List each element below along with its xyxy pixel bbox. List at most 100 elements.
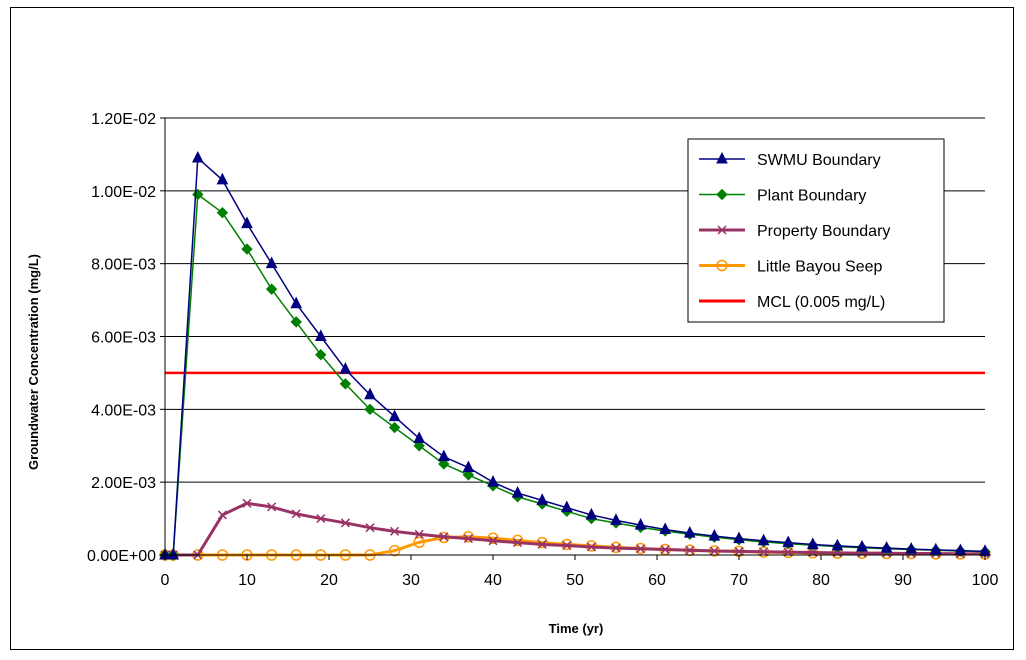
data-point bbox=[757, 533, 770, 546]
data-point bbox=[511, 534, 524, 547]
data-point bbox=[685, 545, 695, 555]
series-swmu-boundary bbox=[159, 150, 991, 560]
data-point bbox=[708, 528, 721, 541]
data-point bbox=[806, 537, 819, 549]
legend-item-property-boundary: Property Boundary bbox=[699, 223, 890, 240]
legend-item-mcl-0-005-mg-l: MCL (0.005 mg/L) bbox=[699, 294, 885, 311]
data-point bbox=[487, 475, 499, 487]
data-point bbox=[388, 421, 401, 434]
y-tick-label: 0.00E+00 bbox=[87, 548, 156, 565]
data-point bbox=[610, 513, 622, 525]
y-tick-label: 2.00E-03 bbox=[91, 475, 156, 492]
data-point bbox=[487, 532, 499, 544]
data-point bbox=[388, 409, 401, 422]
data-point bbox=[562, 541, 572, 551]
data-point bbox=[439, 532, 449, 542]
data-point bbox=[364, 403, 376, 416]
legend-label: SWMU Boundary bbox=[757, 152, 881, 169]
y-axis-title: Groundwater Concentration (mg/L) bbox=[26, 254, 41, 470]
y-tick-label: 8.00E-03 bbox=[91, 257, 156, 274]
data-point bbox=[315, 349, 327, 361]
x-axis-title: Time (yr) bbox=[549, 621, 604, 636]
data-point bbox=[314, 329, 327, 341]
gridlines bbox=[165, 117, 985, 483]
data-point bbox=[463, 534, 473, 544]
x-tick-label: 100 bbox=[972, 572, 999, 589]
data-point bbox=[241, 243, 253, 255]
data-point bbox=[267, 502, 277, 512]
data-point bbox=[265, 256, 278, 269]
data-point bbox=[856, 539, 868, 552]
x-tick-label: 30 bbox=[402, 572, 420, 589]
data-point bbox=[290, 316, 302, 328]
data-point bbox=[365, 523, 375, 533]
data-point bbox=[536, 493, 549, 505]
data-point bbox=[291, 509, 301, 519]
x-tick-label: 10 bbox=[238, 572, 256, 589]
data-point bbox=[217, 510, 227, 520]
data-point bbox=[831, 538, 844, 551]
data-point bbox=[537, 539, 547, 549]
x-tick-label: 40 bbox=[484, 572, 502, 589]
legend-marker bbox=[716, 188, 728, 201]
series-layer bbox=[159, 150, 991, 561]
data-point bbox=[683, 526, 696, 538]
x-tick-label: 60 bbox=[648, 572, 666, 589]
y-tick-label: 1.00E-02 bbox=[91, 184, 156, 201]
data-point bbox=[388, 544, 401, 557]
data-point bbox=[905, 542, 918, 554]
data-point bbox=[585, 507, 598, 520]
data-point bbox=[242, 498, 252, 508]
data-point bbox=[709, 546, 719, 556]
legend-item-little-bayou-seep: Little Bayou Seep bbox=[699, 259, 883, 276]
data-point bbox=[364, 387, 376, 400]
data-point bbox=[513, 538, 523, 548]
legend-marker bbox=[717, 225, 727, 235]
data-point bbox=[265, 283, 278, 295]
data-point bbox=[586, 542, 596, 552]
legend-label: MCL (0.005 mg/L) bbox=[757, 294, 885, 311]
data-point bbox=[659, 522, 672, 535]
data-point bbox=[216, 206, 229, 219]
data-point bbox=[290, 296, 303, 309]
legend-label: Plant Boundary bbox=[757, 188, 866, 205]
data-point bbox=[660, 545, 670, 555]
x-tick-label: 70 bbox=[730, 572, 748, 589]
data-point bbox=[241, 216, 253, 229]
tick-labels: 0.00E+00 2.00E-03 4.00E-03 6.00E-03 8.00E-03… bbox=[87, 111, 998, 589]
data-point bbox=[390, 526, 400, 536]
data-point bbox=[782, 535, 795, 548]
data-point bbox=[191, 150, 204, 163]
data-point bbox=[929, 542, 942, 555]
legend-label: Property Boundary bbox=[757, 223, 890, 240]
data-point bbox=[462, 469, 475, 481]
legend-marker bbox=[716, 151, 728, 164]
legend-marker bbox=[716, 259, 728, 272]
data-point bbox=[636, 544, 646, 554]
data-point bbox=[733, 531, 745, 544]
data-point bbox=[340, 518, 350, 528]
data-point bbox=[560, 500, 573, 513]
data-point bbox=[488, 536, 498, 546]
x-tick-label: 80 bbox=[812, 572, 830, 589]
data-point bbox=[339, 378, 352, 390]
x-tick-label: 0 bbox=[161, 572, 170, 589]
data-point bbox=[880, 540, 893, 553]
x-tick-label: 90 bbox=[894, 572, 912, 589]
data-point bbox=[611, 543, 621, 553]
data-point bbox=[339, 362, 352, 374]
y-tick-label: 1.20E-02 bbox=[91, 111, 156, 128]
x-tick-label: 50 bbox=[566, 572, 584, 589]
data-point bbox=[413, 536, 425, 549]
legend-item-swmu-boundary: SWMU Boundary bbox=[699, 151, 881, 169]
y-tick-label: 6.00E-03 bbox=[91, 330, 156, 347]
data-point bbox=[634, 518, 647, 530]
axes bbox=[160, 117, 986, 560]
data-point bbox=[216, 172, 229, 185]
data-point bbox=[438, 458, 450, 470]
x-tick-label: 20 bbox=[320, 572, 338, 589]
data-point bbox=[414, 529, 424, 539]
data-point bbox=[413, 440, 425, 452]
data-point bbox=[316, 514, 326, 524]
